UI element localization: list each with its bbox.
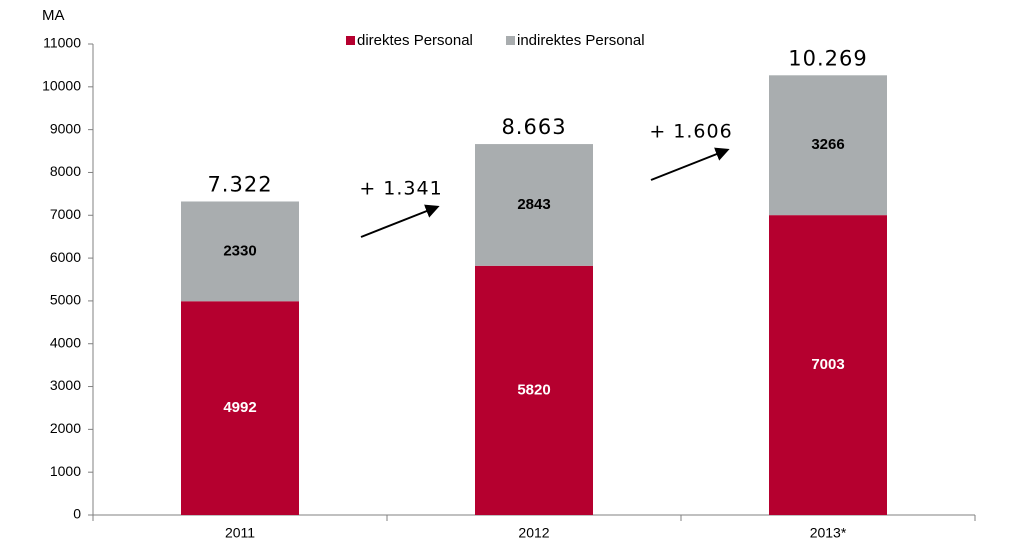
x-tick-label: 2011 (225, 525, 255, 541)
bar-segment (475, 144, 593, 266)
y-tick-label: 10000 (42, 78, 81, 94)
y-tick-label: 7000 (50, 206, 81, 222)
y-tick-label: 9000 (50, 120, 81, 136)
x-tick-label: 2012 (518, 525, 549, 541)
data-label: 4992 (223, 399, 256, 416)
legend-swatch (346, 36, 355, 45)
y-tick-label: 3000 (50, 377, 81, 393)
data-label: 3266 (811, 136, 844, 153)
y-axis-label: MA (42, 7, 65, 24)
legend-label: indirektes Personal (517, 32, 645, 49)
y-tick-label: 11000 (43, 35, 81, 51)
data-label: 2843 (517, 196, 550, 213)
y-tick-label: 8000 (50, 163, 81, 179)
data-label: 7003 (811, 356, 844, 373)
change-label: + 1.341 (359, 178, 442, 200)
data-label: 5820 (517, 381, 550, 398)
y-tick-label: 5000 (50, 292, 81, 308)
bar-segment (475, 265, 593, 515)
total-label: 7.322 (207, 172, 272, 196)
change-arrow (650, 147, 730, 181)
legend-label: direktes Personal (357, 32, 473, 49)
bar-segment (181, 301, 299, 515)
y-tick-label: 6000 (50, 249, 81, 265)
y-tick-label: 2000 (50, 420, 81, 436)
bar-segment (181, 201, 299, 302)
change-label: + 1.606 (649, 121, 732, 143)
y-tick-label: 0 (73, 506, 81, 522)
bar-segment (769, 75, 887, 216)
legend-swatch (506, 36, 515, 45)
change-arrow (360, 204, 440, 238)
bar-segment (769, 215, 887, 515)
x-tick-label: 2013* (810, 525, 847, 541)
y-tick-label: 1000 (50, 463, 81, 479)
y-tick-label: 4000 (50, 334, 81, 350)
total-label: 10.269 (788, 46, 867, 70)
total-label: 8.663 (501, 115, 566, 139)
data-label: 2330 (223, 242, 256, 259)
